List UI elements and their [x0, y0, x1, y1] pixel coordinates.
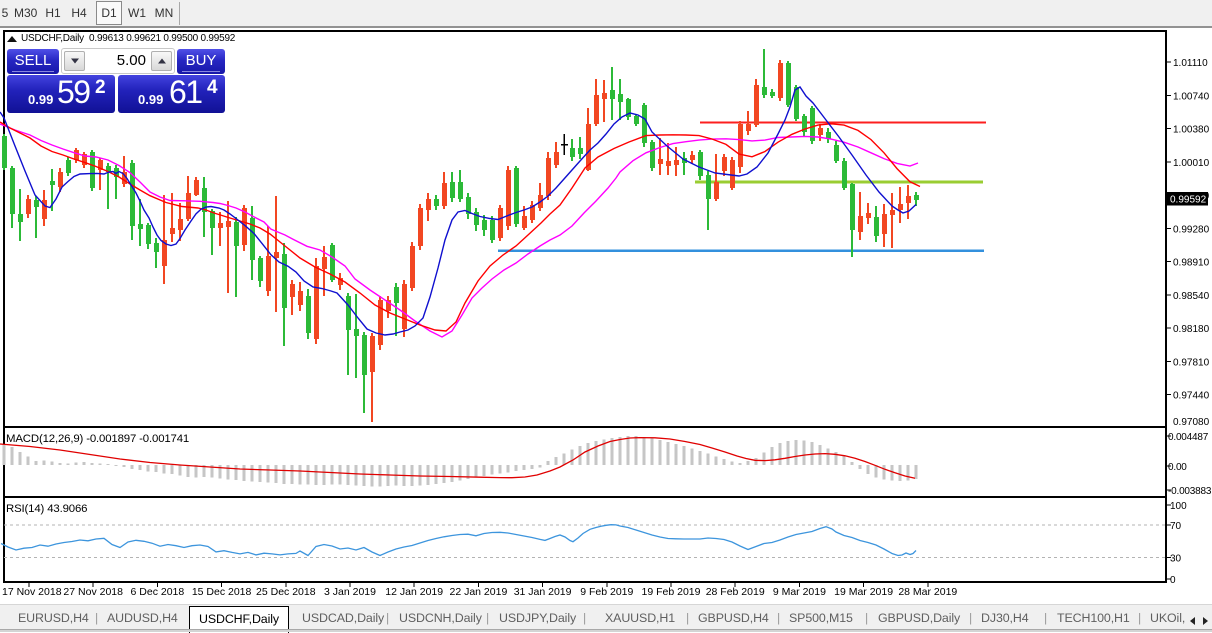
svg-text:12 Jan 2019: 12 Jan 2019	[385, 586, 443, 598]
svg-text:1.01110: 1.01110	[1173, 58, 1208, 69]
svg-text:0.98540: 0.98540	[1173, 291, 1210, 302]
svg-text:22 Jan 2019: 22 Jan 2019	[449, 586, 507, 598]
svg-text:25 Dec 2018: 25 Dec 2018	[256, 586, 316, 598]
svg-text:30: 30	[1170, 554, 1182, 565]
svg-text:28 Mar 2019: 28 Mar 2019	[898, 586, 957, 598]
svg-text:-0.003883: -0.003883	[1168, 486, 1212, 497]
svg-text:1.00740: 1.00740	[1173, 91, 1210, 102]
svg-text:0.98180: 0.98180	[1173, 324, 1210, 335]
svg-text:19 Feb 2019: 19 Feb 2019	[642, 586, 701, 598]
svg-text:1.00380: 1.00380	[1173, 125, 1210, 136]
svg-text:27 Nov 2018: 27 Nov 2018	[63, 586, 123, 598]
svg-text:0.97440: 0.97440	[1173, 391, 1210, 402]
svg-text:0.004487: 0.004487	[1168, 432, 1209, 443]
svg-text:19 Mar 2019: 19 Mar 2019	[834, 586, 893, 598]
svg-text:MACD(12,26,9) -0.001897 -0.001: MACD(12,26,9) -0.001897 -0.001741	[6, 433, 189, 445]
svg-text:0.97080: 0.97080	[1173, 417, 1210, 428]
svg-text:0.99592: 0.99592	[1170, 195, 1207, 206]
svg-text:17 Nov 2018: 17 Nov 2018	[2, 586, 62, 598]
svg-text:31 Jan 2019: 31 Jan 2019	[514, 586, 572, 598]
svg-text:0.98910: 0.98910	[1173, 258, 1210, 269]
svg-text:0.97810: 0.97810	[1173, 357, 1210, 368]
svg-text:0.00: 0.00	[1168, 462, 1187, 473]
svg-text:0.99280: 0.99280	[1173, 224, 1210, 235]
svg-text:100: 100	[1170, 501, 1187, 512]
svg-text:70: 70	[1170, 521, 1182, 532]
svg-text:3 Jan 2019: 3 Jan 2019	[324, 586, 376, 598]
svg-text:28 Feb 2019: 28 Feb 2019	[706, 586, 765, 598]
svg-text:1.00010: 1.00010	[1173, 158, 1210, 169]
svg-text:15 Dec 2018: 15 Dec 2018	[192, 586, 252, 598]
svg-text:9 Mar 2019: 9 Mar 2019	[773, 586, 826, 598]
svg-text:0: 0	[1170, 575, 1176, 586]
svg-text:9 Feb 2019: 9 Feb 2019	[580, 586, 633, 598]
svg-text:RSI(14) 43.9066: RSI(14) 43.9066	[6, 503, 87, 515]
svg-text:6 Dec 2018: 6 Dec 2018	[131, 586, 185, 598]
